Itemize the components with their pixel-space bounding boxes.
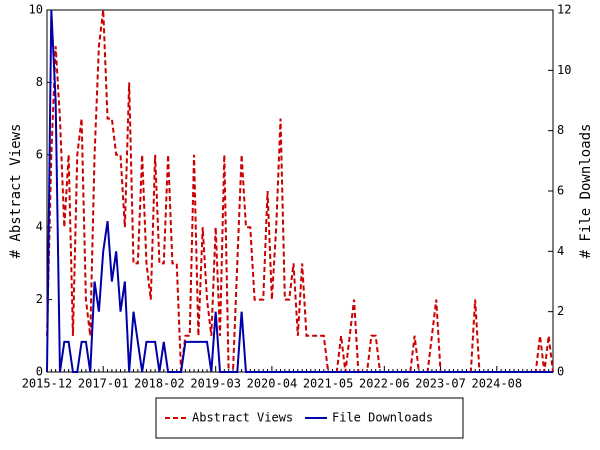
- y-axis-label: # Abstract Views: [8, 124, 24, 259]
- y-tick-label: 0: [36, 365, 43, 379]
- x-tick-label: 2015-12: [22, 377, 73, 391]
- y-tick-label: 6: [36, 147, 43, 161]
- y2-tick-label: 4: [557, 244, 564, 258]
- y-tick-label: 2: [36, 292, 43, 306]
- series-line: [46, 9, 554, 373]
- y-tick-label: 4: [36, 220, 43, 234]
- y2-tick-label: 12: [557, 3, 571, 17]
- series-line: [46, 9, 553, 373]
- x-tick-label: 2019-03: [190, 377, 241, 391]
- x-tick-label: 2018-02: [134, 377, 185, 391]
- x-tick-label: 2017-01: [78, 377, 129, 391]
- x-tick-label: 2024-08: [471, 377, 522, 391]
- x-tick-label: 2023-07: [415, 377, 466, 391]
- legend-label: File Downloads: [332, 411, 433, 425]
- y-tick-label: 8: [36, 75, 43, 89]
- y-tick-label: 10: [29, 3, 43, 17]
- y2-tick-label: 8: [557, 123, 564, 137]
- y2-tick-label: 10: [557, 63, 571, 77]
- y2-tick-label: 6: [557, 184, 564, 198]
- x-tick-label: 2021-05: [303, 377, 354, 391]
- legend-box: [155, 397, 464, 439]
- x-tick-label: 2020-04: [247, 377, 298, 391]
- x-tick-label: 2022-06: [359, 377, 410, 391]
- legend-label: Abstract Views: [192, 411, 293, 425]
- y2-axis-label: # File Downloads: [578, 124, 594, 259]
- y2-tick-label: 2: [557, 304, 564, 318]
- y2-tick-label: 0: [557, 365, 564, 379]
